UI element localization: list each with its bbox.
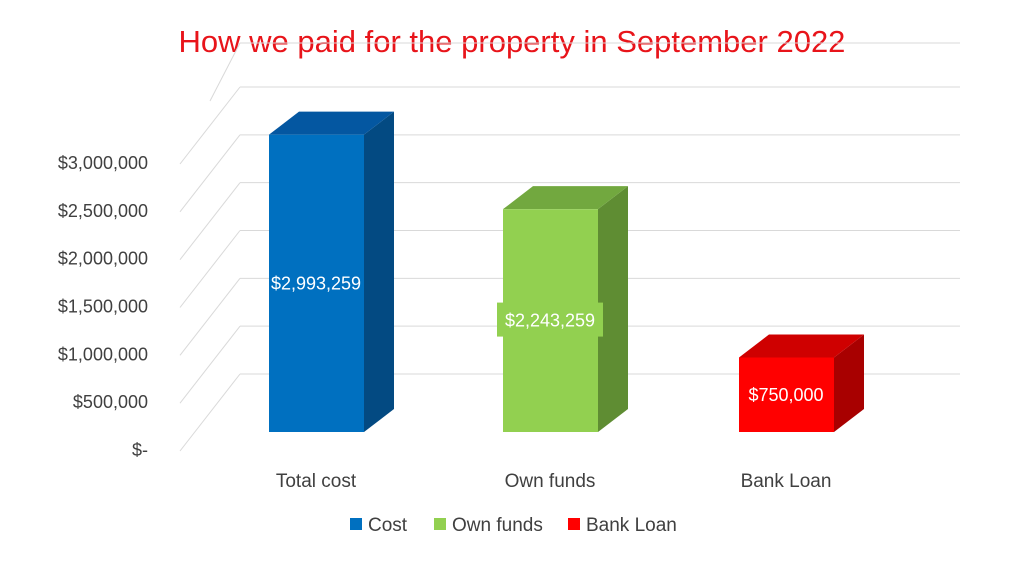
data-labels: $2,993,259 $2,243,259 $750,000: [271, 273, 824, 404]
bar-top: [269, 111, 394, 135]
y-tick-label: $2,000,000: [58, 249, 148, 269]
y-tick-label: $3,000,000: [58, 153, 148, 173]
x-tick-label: Bank Loan: [741, 471, 832, 492]
bar-top: [503, 186, 628, 210]
bar-front: [739, 357, 834, 432]
data-label: $750,000: [748, 385, 823, 405]
x-tick-label: Own funds: [505, 471, 596, 492]
bar-side: [364, 111, 394, 432]
legend-label: Own funds: [452, 515, 543, 536]
x-tick-label: Total cost: [276, 471, 357, 492]
data-label: $2,993,259: [271, 273, 361, 293]
bar-side: [834, 334, 864, 432]
legend-item: Own funds: [434, 515, 543, 536]
bar-bank-loan: [739, 334, 864, 432]
legend-item: Cost: [350, 515, 408, 536]
bar-side: [598, 186, 628, 432]
gridline-diagonal: [179, 373, 241, 452]
y-tick-label: $-: [132, 440, 148, 460]
legend-label: Cost: [368, 515, 408, 536]
chart-title: How we paid for the property in Septembe…: [179, 24, 846, 59]
gridline-diagonal: [209, 42, 241, 102]
gridline-diagonal: [179, 182, 241, 260]
data-label: $2,243,259: [505, 311, 595, 331]
gridline-diagonal: [179, 325, 241, 404]
legend-swatch: [568, 518, 580, 530]
gridline-diagonal: [179, 230, 241, 308]
gridline-diagonal: [179, 86, 241, 165]
y-tick-label: $2,500,000: [58, 201, 148, 221]
legend: Cost Own funds Bank Loan: [350, 515, 677, 536]
gridline-diagonal: [179, 134, 241, 213]
legend-swatch: [350, 518, 362, 530]
bar-top: [739, 334, 864, 358]
x-axis-ticks: Total cost Own funds Bank Loan: [276, 471, 832, 492]
bar-total-cost: [269, 111, 394, 432]
y-tick-label: $1,000,000: [58, 344, 148, 364]
y-axis-ticks: $- $500,000 $1,000,000 $1,500,000 $2,000,000…: [58, 153, 148, 460]
y-tick-label: $1,500,000: [58, 297, 148, 317]
bar-front: [269, 134, 364, 432]
gridline-diagonal: [179, 278, 241, 356]
legend-label: Bank Loan: [586, 515, 677, 536]
legend-swatch: [434, 518, 446, 530]
data-label-box: [497, 302, 603, 337]
legend-item: Bank Loan: [568, 515, 677, 536]
y-tick-label: $500,000: [73, 392, 148, 412]
